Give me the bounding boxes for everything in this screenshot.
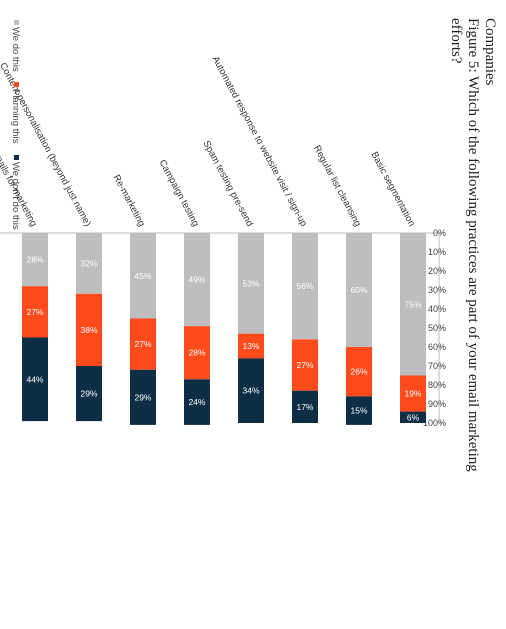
bar-segment: [22, 286, 48, 338]
axis-tick-label: 50%: [428, 323, 446, 333]
data-label: 38%: [80, 325, 97, 335]
data-label: 24%: [188, 397, 205, 407]
data-label: 17%: [296, 402, 313, 412]
axis-tick-label: 20%: [428, 266, 446, 276]
category-label: Automated response to website visit / si…: [210, 54, 309, 228]
data-label: 44%: [26, 374, 43, 384]
legend-label: We don't do this: [10, 162, 21, 230]
bar-segment: [22, 337, 48, 422]
data-label: 26%: [350, 367, 367, 377]
data-label: 28%: [26, 255, 43, 265]
axis-tick-label: 90%: [428, 399, 446, 409]
data-label: 32%: [80, 258, 97, 268]
bar-segment: [130, 318, 156, 370]
data-label: 34%: [242, 386, 259, 396]
data-label: 29%: [134, 392, 151, 402]
bar-segment: [22, 233, 48, 287]
data-label: 45%: [134, 271, 151, 281]
data-label: 60%: [350, 285, 367, 295]
data-label: 15%: [350, 406, 367, 416]
category-label: Campaign testing: [157, 158, 201, 228]
axis-tick-label: 0%: [433, 228, 446, 238]
data-label: 27%: [296, 360, 313, 370]
bar-segment: [292, 233, 318, 340]
bar-segment: [400, 233, 426, 376]
bar-segment: [292, 339, 318, 391]
axis-tick-label: 60%: [428, 342, 446, 352]
bar-segment: [184, 379, 210, 425]
bar-segment: [130, 369, 156, 425]
data-label: 75%: [404, 299, 421, 309]
data-label: 13%: [242, 341, 259, 351]
bar-segment: [130, 233, 156, 319]
axis-tick-label: 100%: [423, 418, 446, 428]
bar-segment: [76, 293, 102, 366]
data-label: 28%: [188, 348, 205, 358]
data-label: 29%: [80, 389, 97, 399]
axis-tick-label: 10%: [428, 247, 446, 257]
bar-segment: [292, 390, 318, 424]
data-label: 56%: [296, 281, 313, 291]
category-label: Spam testing pre-send: [200, 139, 255, 229]
axis-tick-label: 30%: [428, 285, 446, 295]
legend-label: We do this: [10, 27, 21, 72]
legend-swatch: [14, 82, 19, 87]
data-label: 27%: [134, 339, 151, 349]
data-label: 53%: [242, 278, 259, 288]
axis-tick-label: 80%: [428, 380, 446, 390]
bar-segment: [400, 375, 426, 412]
axis-tick-label: 70%: [428, 361, 446, 371]
bar-segment: [238, 233, 264, 334]
bar-segment: [76, 233, 102, 294]
category-label: Re-marketing: [111, 173, 147, 229]
bar-segment: [400, 411, 426, 424]
bar-segment: [76, 366, 102, 422]
axis-tick-label: 40%: [428, 304, 446, 314]
category-label: Regular list cleansing: [311, 144, 363, 229]
data-label: 27%: [26, 307, 43, 317]
legend-label: Planning this: [10, 89, 21, 144]
bar-segment: [184, 233, 210, 327]
legend-swatch: [14, 20, 19, 25]
bar-segment: [346, 233, 372, 347]
bar-segment: [238, 333, 264, 359]
category-label: Basic segmentation: [368, 150, 417, 228]
data-label: 6%: [407, 412, 420, 422]
bar-segment: [346, 396, 372, 425]
data-label: 49%: [188, 275, 205, 285]
data-label: 19%: [404, 389, 421, 399]
legend-swatch: [14, 155, 19, 160]
bar-segment: [238, 358, 264, 423]
bar-segment: [184, 326, 210, 380]
bar-segment: [346, 347, 372, 397]
